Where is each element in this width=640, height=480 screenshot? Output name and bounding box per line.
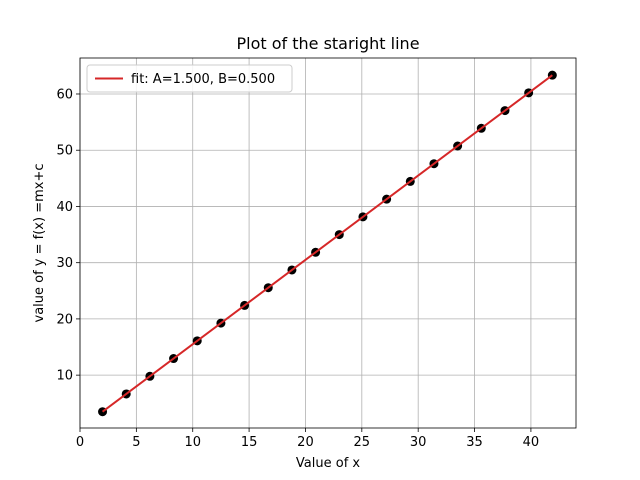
y-axis-label: value of y = f(x) =mx+c [32, 164, 47, 323]
legend-label: fit: A=1.500, B=0.500 [131, 72, 275, 87]
legend: fit: A=1.500, B=0.500 [86, 64, 293, 93]
grid-lines [79, 58, 576, 428]
x-tick-label: 30 [410, 435, 427, 450]
fit-line [101, 74, 553, 413]
x-tick-label: 20 [297, 435, 314, 450]
axis-ticks: 0 5 10 15 20 25 30 35 40 10 20 30 40 50 60 [56, 87, 539, 450]
y-tick-label: 50 [56, 144, 73, 159]
x-tick-label: 15 [241, 435, 258, 450]
x-tick-label: 40 [523, 435, 540, 450]
x-tick-label: 35 [466, 435, 483, 450]
x-tick-label: 25 [354, 435, 371, 450]
plot-frame [79, 57, 577, 429]
y-tick-label: 10 [56, 369, 73, 384]
x-axis-label: Value of x [296, 456, 360, 471]
y-tick-label: 30 [56, 256, 73, 271]
data-marks [98, 70, 557, 417]
x-tick-label: 5 [132, 435, 140, 450]
legend-box [86, 64, 293, 93]
chart-title: Plot of the staright line [236, 34, 419, 53]
x-tick-label: 10 [184, 435, 201, 450]
y-tick-label: 40 [56, 200, 73, 215]
y-tick-label: 60 [56, 87, 73, 102]
x-tick-label: 0 [76, 435, 84, 450]
y-tick-label: 20 [56, 312, 73, 327]
